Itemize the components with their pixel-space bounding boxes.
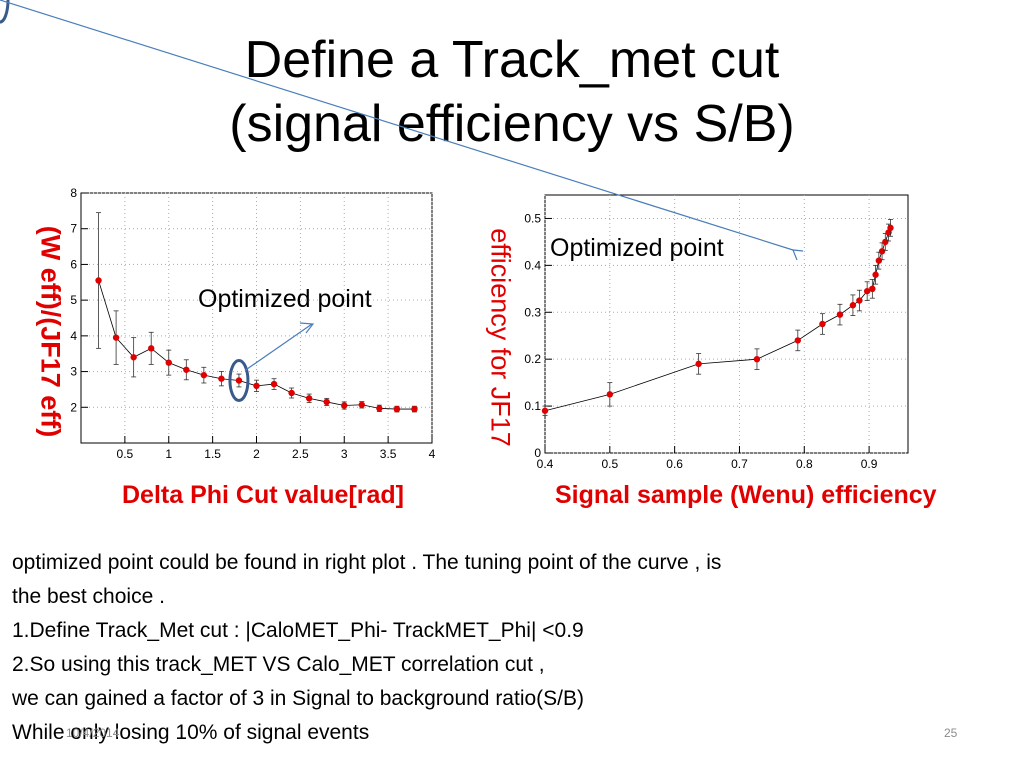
left-plot: 0.5 1 1.5 2 2.5 3 3.5 4 2 3 4 5 6 7 8 [70,186,435,461]
x-tick-label: 0.4 [537,457,554,471]
left-highlight-ellipse [228,359,250,402]
footer-date: 10/4/2014 [66,726,120,740]
right-annotation-arrow [0,0,794,251]
right-plot: 0.4 0.5 0.6 0.7 0.8 0.9 0 0.1 0.2 0.3 0.4 0.5 [524,194,909,471]
data-point [218,375,225,382]
body-line-6: While only losing 10% of signal events [12,721,370,744]
data-point [887,224,894,232]
body-line-1: optimized point could be found in right … [12,551,722,574]
x-tick-label: 0.5 [601,457,618,471]
x-tick-label: 2.5 [292,447,309,461]
data-point [165,359,172,366]
body-line-3: 1.Define Track_Met cut : |CaloMET_Phi- T… [12,619,584,642]
right-arrow-head [792,249,804,261]
x-tick-label: 0.6 [666,457,683,471]
y-tick-label: 0.1 [524,399,541,413]
x-tick-label: 0.5 [117,447,134,461]
y-tick-label: 4 [70,329,77,343]
slide-title: Define a Track_met cut (signal efficienc… [0,28,1024,156]
x-tick-label: 0.7 [731,457,748,471]
data-point [341,402,348,409]
data-point [411,405,418,413]
y-tick-label: 5 [70,293,77,307]
y-tick-label: 6 [70,257,77,271]
data-point [794,337,802,344]
right-plot-xlabel: Signal sample (Wenu) efficiency [555,481,937,509]
data-point [878,248,886,255]
data-point [882,238,889,246]
data-point [183,366,190,373]
left-plot-annotation: Optimized point [198,285,372,313]
y-tick-label: 0.3 [524,305,541,319]
x-tick-label: 1.5 [204,447,221,461]
data-point [541,407,549,414]
x-tick-label: 1 [165,447,172,461]
data-point [305,395,313,402]
body-line-5: we can gained a factor of 3 in Signal to… [12,687,585,710]
data-point [869,285,876,293]
annotations [0,0,804,402]
y-tick-label: 2 [70,400,77,414]
data-point [270,380,278,388]
data-point [323,398,330,406]
data-point [836,311,844,318]
body-line-4: 2.So using this track_MET VS Calo_MET co… [12,653,545,676]
data-point [148,345,155,352]
data-point [235,377,243,384]
right-highlight-ellipse [0,0,10,24]
right-plot-annotation: Optimized point [550,234,724,262]
data-point [819,320,826,328]
y-tick-label: 0.2 [524,352,541,366]
data-point [376,405,383,412]
left-arrow-head [299,322,315,334]
y-tick-label: 3 [70,365,77,379]
left-annotation-arrow [244,323,313,371]
body-line-2: the best choice . [12,585,165,608]
body-text: optimized point could be found in right … [12,546,1012,750]
data-point [875,257,883,264]
y-tick-label: 8 [70,186,77,200]
left-plot-ylabel: (W eff)/(JF17 eff) [35,225,66,438]
data-point [130,354,137,361]
data-point [863,287,871,295]
right-plot-ylabel: efficiency for JF17 [485,228,516,447]
data-point [288,389,295,397]
x-tick-label: 3 [341,447,348,461]
data-point [606,391,614,398]
data-point [358,401,365,408]
data-point [393,405,401,413]
y-tick-label: 0.4 [524,258,541,272]
data-point [112,334,120,341]
plot-frame [544,194,909,454]
data-point [200,371,208,379]
y-tick-label: 0 [534,446,541,460]
data-point [753,355,761,363]
slide-title-line-2: (signal efficiency vs S/B) [229,95,795,153]
data-point [856,297,863,304]
data-point [849,302,857,309]
x-tick-label: 2 [253,447,260,461]
slide-title-line-1: Define a Track_met cut [244,31,780,89]
x-tick-label: 4 [429,447,436,461]
x-tick-label: 0.9 [861,457,878,471]
data-point [253,382,260,390]
y-tick-label: 7 [70,222,77,236]
page-number: 25 [944,726,958,740]
y-tick-label: 0.5 [524,211,541,225]
left-plot-xlabel: Delta Phi Cut value[rad] [122,481,404,509]
x-tick-label: 0.8 [796,457,813,471]
x-tick-label: 3.5 [380,447,397,461]
data-point [95,277,102,284]
data-point [695,360,702,368]
data-point [872,271,879,278]
